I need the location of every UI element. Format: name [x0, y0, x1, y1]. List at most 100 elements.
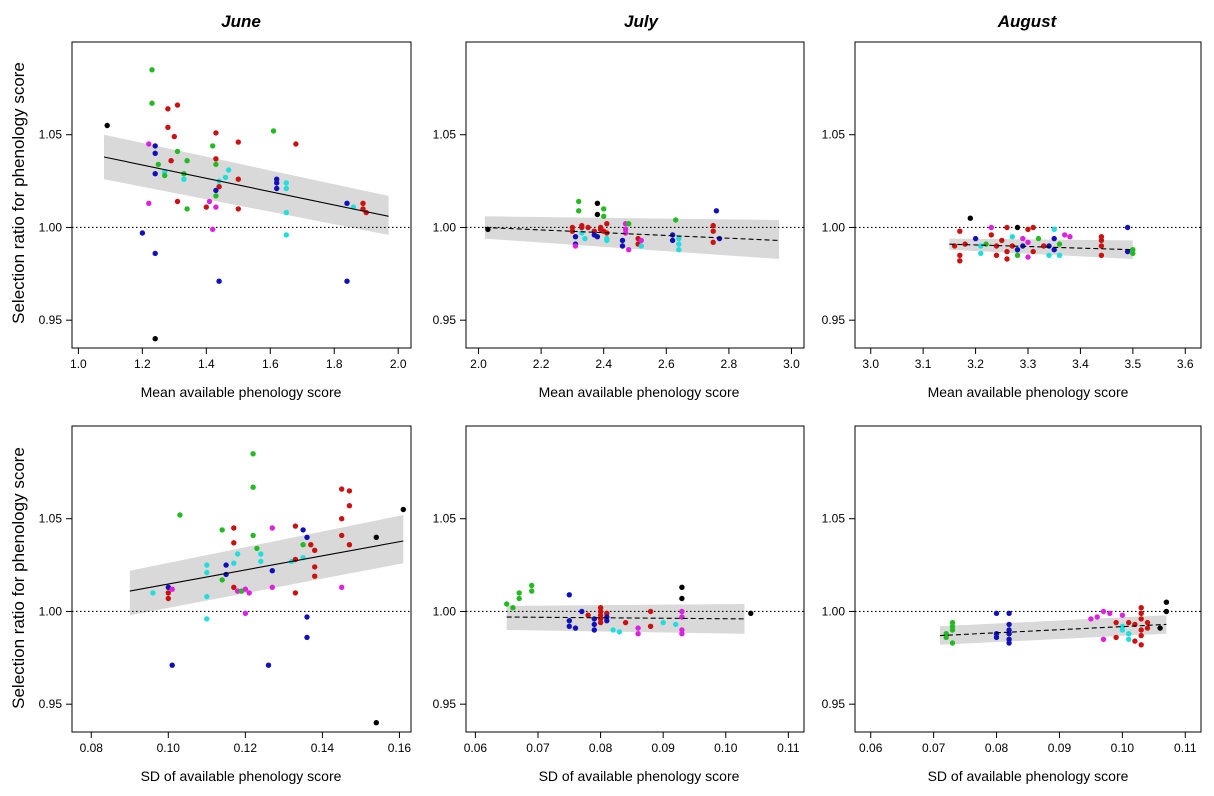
data-point: [1004, 248, 1010, 255]
x-tick-label: 1.4: [198, 357, 215, 371]
data-point: [210, 143, 216, 149]
data-point: [1006, 640, 1012, 646]
data-point: [304, 614, 310, 620]
data-point: [572, 234, 579, 240]
y-tick-label: 0.95: [433, 313, 457, 327]
data-point: [1094, 614, 1100, 620]
data-point: [1138, 627, 1144, 633]
data-point: [638, 237, 644, 244]
data-point: [647, 608, 654, 615]
data-point: [274, 185, 280, 192]
y-tick-label: 1.00: [822, 604, 846, 618]
data-point: [213, 130, 219, 136]
data-point: [604, 618, 610, 624]
data-point: [943, 634, 949, 641]
data-point: [610, 627, 616, 633]
data-point: [269, 568, 275, 574]
data-point: [203, 204, 209, 210]
data-point: [1124, 224, 1131, 231]
y-tick-label: 1.05: [39, 128, 63, 142]
y-tick-label: 1.00: [433, 220, 457, 234]
data-point: [993, 634, 1000, 641]
data-point: [566, 623, 572, 629]
data-point: [1113, 634, 1119, 641]
data-point: [149, 100, 155, 106]
data-point: [1046, 252, 1052, 258]
data-point: [165, 590, 171, 596]
data-point: [597, 619, 604, 626]
data-point: [748, 610, 754, 616]
x-tick-label: 0.10: [1111, 741, 1135, 755]
data-point: [1119, 627, 1126, 633]
data-point: [1098, 252, 1105, 258]
data-point: [204, 562, 210, 568]
data-point: [250, 451, 256, 457]
x-tick-label: 1.8: [326, 357, 343, 371]
data-point: [165, 595, 171, 602]
data-point: [174, 102, 181, 108]
data-point: [346, 542, 353, 548]
x-tick-label: 0.16: [388, 741, 412, 755]
data-point: [516, 595, 522, 602]
data-point: [1020, 235, 1026, 242]
data-point: [1138, 642, 1144, 648]
x-tick-label: 1.2: [134, 357, 151, 371]
data-point: [1051, 247, 1057, 253]
data-point: [579, 230, 585, 236]
data-point: [204, 593, 210, 600]
data-point: [250, 484, 256, 490]
data-point: [223, 562, 229, 568]
data-point: [204, 569, 210, 576]
data-point: [566, 592, 572, 598]
x-tick-label: 3.4: [1072, 357, 1089, 371]
data-point: [597, 612, 604, 618]
data-point: [339, 532, 345, 539]
data-point: [572, 625, 579, 631]
panel-frame: [71, 425, 412, 733]
data-point: [983, 241, 989, 247]
panel-frame: [854, 425, 1202, 733]
data-point: [1100, 636, 1107, 642]
panel-title-july: July: [624, 12, 660, 31]
data-point: [626, 247, 632, 253]
data-point: [1130, 247, 1136, 253]
x-tick-label: 2.2: [533, 357, 550, 371]
data-point: [231, 525, 237, 531]
data-point: [210, 226, 216, 232]
data-point: [604, 610, 610, 616]
data-point: [529, 582, 535, 589]
data-point: [1144, 619, 1151, 626]
x-axis-label: SD of available phenology score: [928, 768, 1129, 784]
data-point: [949, 619, 956, 626]
x-tick-label: 3.3: [1020, 357, 1037, 371]
data-point: [604, 614, 610, 620]
data-point: [622, 230, 629, 236]
x-tick-label: 2.8: [721, 357, 738, 371]
x-tick-label: 0.08: [80, 741, 104, 755]
x-tick-label: 1.0: [70, 357, 87, 371]
data-point: [174, 198, 181, 205]
data-point: [710, 239, 716, 245]
data-point: [171, 133, 177, 140]
y-tick-label: 1.00: [822, 220, 846, 234]
panel-title-june: June: [221, 12, 261, 31]
data-point: [1006, 621, 1012, 628]
data-point: [300, 542, 306, 548]
x-axis-label: Mean available phenology score: [141, 384, 342, 400]
data-point: [591, 621, 597, 628]
data-point: [226, 167, 232, 173]
data-point: [235, 176, 241, 182]
data-point: [594, 200, 601, 206]
data-point: [146, 200, 152, 206]
data-point: [716, 235, 723, 242]
data-point: [1056, 252, 1063, 258]
data-point: [957, 252, 963, 258]
data-point: [579, 608, 585, 615]
data-point: [1004, 256, 1010, 262]
data-point: [270, 128, 277, 134]
panel-frame: [71, 41, 412, 349]
data-point: [152, 150, 158, 156]
data-point: [594, 234, 601, 240]
data-point: [184, 158, 190, 164]
